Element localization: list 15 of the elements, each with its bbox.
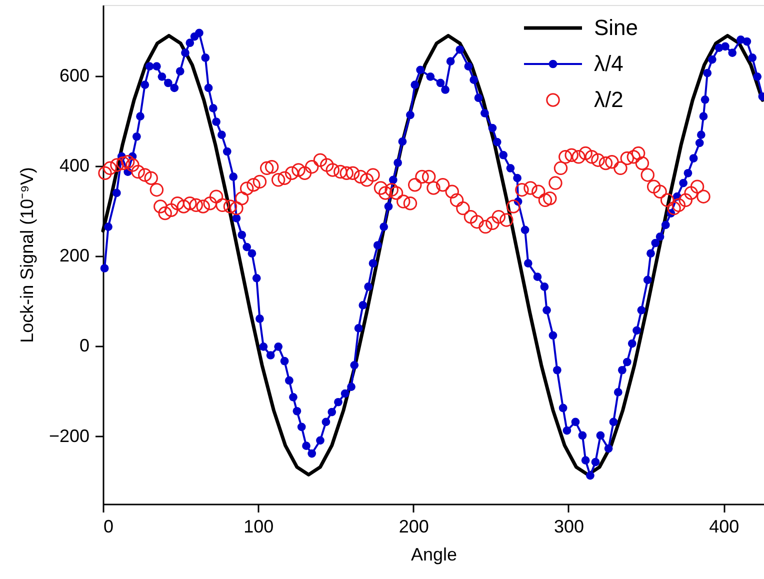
x-tick-label: 400 bbox=[709, 516, 740, 536]
y-axis-title: Lock-in Signal (10⁻⁹V) bbox=[16, 167, 37, 343]
y-tick-label: 0 bbox=[79, 336, 90, 356]
y-tick-label: 600 bbox=[59, 65, 90, 86]
x-tick-label: 100 bbox=[244, 516, 274, 536]
y-tick-label: 200 bbox=[59, 246, 90, 266]
x-tick-label: 200 bbox=[398, 516, 429, 536]
y-tick-label: −200 bbox=[48, 426, 90, 446]
legend-label: Sine bbox=[594, 15, 638, 40]
x-axis-title: Angle bbox=[410, 544, 458, 564]
x-tick-label: 300 bbox=[554, 516, 584, 536]
x-tick-label: 0 bbox=[104, 516, 114, 536]
legend-label: λ/2 bbox=[594, 87, 624, 112]
legend-label: λ/4 bbox=[594, 51, 624, 76]
y-tick-label: 400 bbox=[59, 155, 90, 176]
